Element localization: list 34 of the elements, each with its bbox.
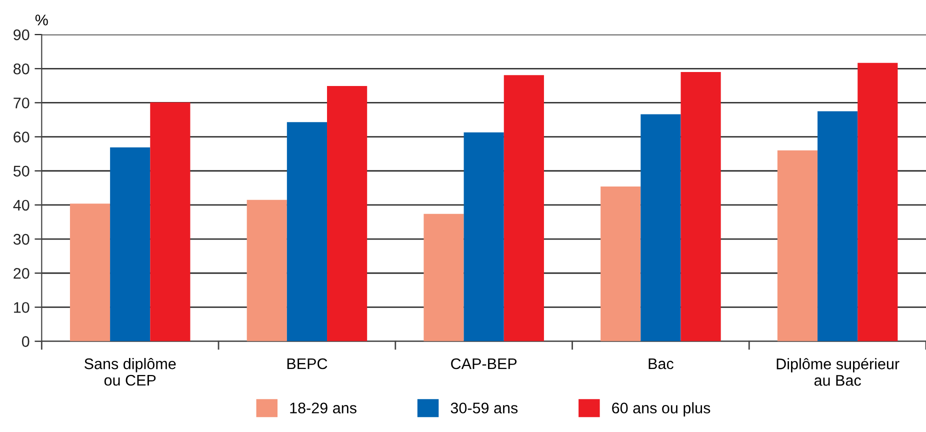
bar xyxy=(504,75,544,342)
bar xyxy=(464,132,504,342)
bar xyxy=(424,214,464,342)
bar xyxy=(327,86,368,342)
x-tick-label: Bac xyxy=(648,358,674,370)
legend-label: 18-29 ans xyxy=(290,402,356,414)
x-tick-label: CAP-BEP xyxy=(451,358,517,370)
y-tick-label: 20 xyxy=(14,268,30,279)
bar xyxy=(818,111,858,342)
legend-label: 60 ans ou plus xyxy=(612,402,710,416)
y-tick-label: 30 xyxy=(13,234,30,245)
y-tick-label: 50 xyxy=(13,166,30,177)
bar xyxy=(286,122,328,342)
bar xyxy=(777,150,818,342)
bar xyxy=(680,72,721,342)
x-tick-label: Sans diplôme ou CEP xyxy=(84,358,176,386)
bar xyxy=(640,114,681,342)
bar xyxy=(246,200,287,342)
y-tick-label: 70 xyxy=(14,98,30,108)
y-tick-label: 10 xyxy=(14,302,30,313)
y-axis-title: % xyxy=(35,14,48,26)
y-tick-label: 40 xyxy=(13,200,30,211)
x-tick-label: Diplôme supérieur au Bac xyxy=(776,358,900,386)
legend-label: 30-59 ans xyxy=(450,402,518,414)
bar xyxy=(858,62,898,342)
bar xyxy=(110,147,150,342)
y-tick-label: 80 xyxy=(14,64,30,74)
y-tick-label: 0 xyxy=(22,336,30,347)
x-tick-label: BEPC xyxy=(287,358,328,370)
bar xyxy=(600,186,641,342)
y-tick-label: 60 xyxy=(14,132,30,142)
bar xyxy=(150,102,190,342)
bar xyxy=(70,204,110,342)
y-tick-label: 90 xyxy=(14,29,30,40)
